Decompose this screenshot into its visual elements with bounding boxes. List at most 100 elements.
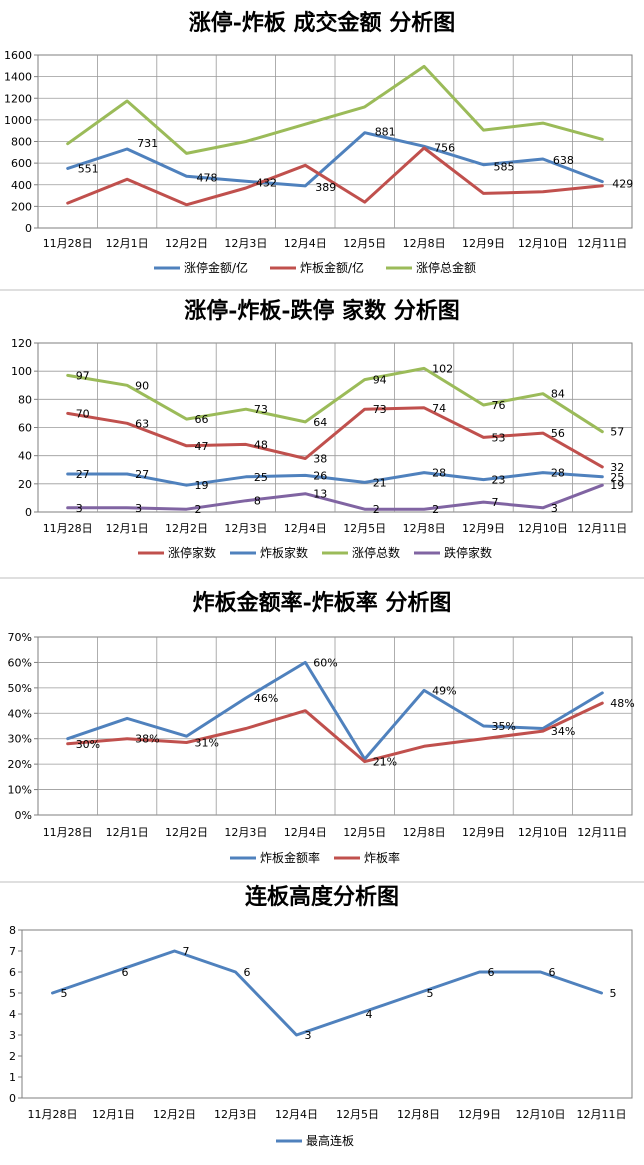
- data-label: 432: [256, 176, 277, 189]
- data-label: 881: [375, 126, 396, 139]
- y-tick-label: 1400: [4, 71, 32, 84]
- data-label: 28: [551, 467, 565, 480]
- plot-area: [21, 929, 633, 1099]
- x-tick-label: 12月3日: [214, 1108, 257, 1121]
- data-label: 26: [313, 469, 327, 482]
- series-line-2: [66, 701, 604, 764]
- x-tick-label: 12月5日: [343, 826, 386, 839]
- data-label: 2: [373, 503, 380, 516]
- data-label: 5: [61, 987, 68, 1000]
- data-label: 25: [254, 471, 268, 484]
- legend-label: 跌停家数: [444, 545, 492, 560]
- x-tick-label: 12月4日: [284, 237, 327, 250]
- data-label: 73: [373, 403, 387, 416]
- legend-entry-3: 涨停总数: [322, 545, 400, 560]
- x-tick-label: 11月28日: [43, 237, 93, 250]
- data-label: 57: [610, 426, 624, 439]
- data-label: 478: [197, 171, 218, 184]
- chart-title: 涨停-炸板 成交金额 分析图: [189, 10, 455, 36]
- series-line-1: [66, 131, 604, 188]
- x-tick-label: 12月9日: [458, 1108, 501, 1121]
- data-label: 6: [488, 966, 495, 979]
- data-label: 46%: [254, 692, 278, 705]
- x-tick-label: 12月8日: [397, 1108, 440, 1121]
- data-label: 19: [195, 479, 209, 492]
- y-tick-label: 3: [9, 1029, 16, 1042]
- data-label: 56: [551, 427, 565, 440]
- legend-entry-2: 炸板率: [334, 850, 400, 865]
- x-tick-label: 12月2日: [165, 522, 208, 535]
- data-label: 6: [244, 966, 251, 979]
- legend-label: 涨停金额/亿: [184, 260, 248, 275]
- series-line-1: [66, 660, 604, 761]
- x-tick-label: 12月3日: [224, 522, 267, 535]
- legend-label: 炸板家数: [260, 545, 308, 560]
- x-tick-label: 12月11日: [577, 826, 627, 839]
- data-label: 38: [313, 452, 327, 465]
- y-tick-label: 120: [11, 337, 32, 350]
- y-tick-label: 1: [9, 1071, 16, 1084]
- legend-entry-3: 涨停总金额: [386, 260, 476, 275]
- data-label: 3: [135, 502, 142, 515]
- y-tick-label: 40%: [8, 707, 32, 720]
- y-tick-label: 6: [9, 966, 16, 979]
- data-label: 35%: [492, 720, 516, 733]
- data-label: 74: [432, 402, 446, 415]
- data-label: 5: [610, 987, 617, 1000]
- data-label: 21%: [373, 756, 397, 769]
- data-label: 3: [305, 1029, 312, 1042]
- y-tick-label: 20%: [8, 758, 32, 771]
- y-tick-label: 200: [11, 200, 32, 213]
- x-tick-label: 12月1日: [92, 1108, 135, 1121]
- data-label: 60%: [313, 656, 337, 669]
- chart-panel-4: 连板高度分析图 0 1 2 3 4 5 6 7 8 11月28日 12月1日 12月2日 12月3日 12月…: [9, 884, 633, 1148]
- data-label: 48: [254, 438, 268, 451]
- x-tick-label: 12月4日: [284, 826, 327, 839]
- data-label: 585: [494, 161, 515, 174]
- x-tick-label: 12月5日: [343, 522, 386, 535]
- x-tick-label: 12月10日: [518, 237, 568, 250]
- y-tick-label: 100: [11, 365, 32, 378]
- data-label: 49%: [432, 684, 456, 697]
- data-label: 32: [610, 461, 624, 474]
- y-tick-label: 7: [9, 945, 16, 958]
- x-tick-label: 12月9日: [462, 826, 505, 839]
- x-tick-label: 12月8日: [403, 522, 446, 535]
- data-label: 64: [313, 416, 327, 429]
- x-tick-label: 12月11日: [577, 522, 627, 535]
- data-label: 48%: [610, 697, 634, 710]
- data-label: 97: [76, 369, 90, 382]
- legend-label: 炸板率: [364, 850, 400, 865]
- data-label: 28: [432, 467, 446, 480]
- legend-entry-1: 涨停家数: [138, 545, 216, 560]
- data-label: 63: [135, 417, 149, 430]
- chart-panel-3: 炸板金额率-炸板率 分析图 0% 10% 20% 30% 40% 50% 60% 70% 11月2…: [8, 590, 635, 865]
- x-tick-label: 12月2日: [165, 826, 208, 839]
- legend-entry-2: 炸板家数: [230, 545, 308, 560]
- data-label: 70: [76, 407, 90, 420]
- y-tick-label: 1000: [4, 114, 32, 127]
- series-line-1: [51, 949, 603, 1037]
- x-tick-label: 12月5日: [336, 1108, 379, 1121]
- data-label: 34%: [551, 725, 575, 738]
- x-tick-label: 12月2日: [153, 1108, 196, 1121]
- data-label: 429: [612, 178, 633, 191]
- x-tick-label: 11月28日: [28, 1108, 78, 1121]
- x-tick-label: 12月9日: [462, 237, 505, 250]
- y-tick-label: 600: [11, 157, 32, 170]
- chart-title: 涨停-炸板-跌停 家数 分析图: [184, 298, 460, 324]
- x-tick-label: 12月8日: [403, 237, 446, 250]
- data-label: 27: [76, 468, 90, 481]
- y-tick-label: 60%: [8, 656, 32, 669]
- legend-entry-4: 跌停家数: [414, 545, 492, 560]
- series-line-2: [66, 471, 604, 487]
- y-tick-label: 10%: [8, 784, 32, 797]
- series-line-1: [66, 406, 604, 469]
- y-tick-label: 8: [9, 924, 16, 937]
- legend-label: 涨停总数: [352, 545, 400, 560]
- legend-label: 炸板金额率: [260, 850, 320, 865]
- x-tick-label: 12月4日: [284, 522, 327, 535]
- data-label: 7: [183, 945, 190, 958]
- data-label: 6: [549, 966, 556, 979]
- x-tick-label: 12月1日: [106, 826, 149, 839]
